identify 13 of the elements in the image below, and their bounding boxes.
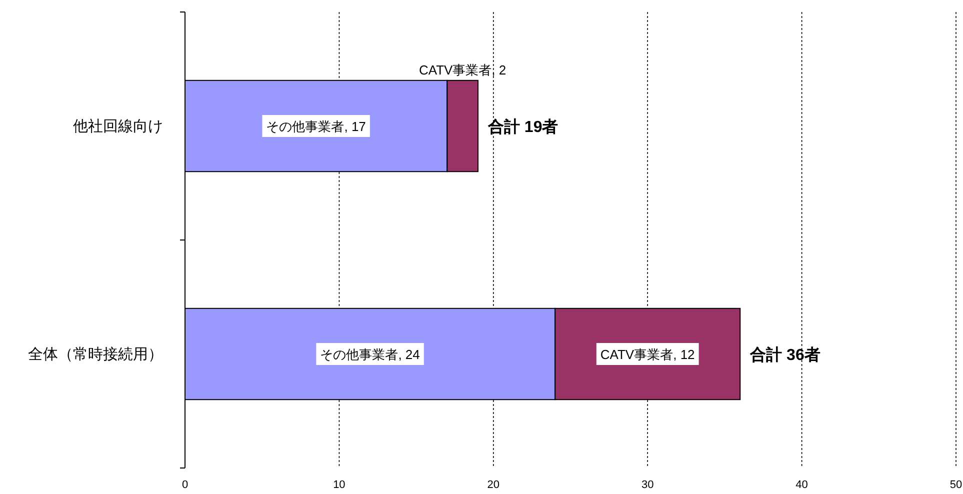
data-label: その他事業者, 17: [266, 119, 366, 134]
data-label: CATV事業者, 12: [600, 347, 695, 362]
total-label: 合計 36者: [749, 346, 820, 364]
y-tick-label: 全体（常時接続用）: [28, 346, 163, 363]
x-tick-label: 10: [333, 479, 346, 491]
data-label: その他事業者, 24: [320, 347, 420, 362]
x-tick-label: 0: [182, 479, 188, 491]
x-tick-label: 20: [487, 479, 500, 491]
total-label: 合計 19者: [486, 118, 558, 136]
y-tick-label: 他社回線向け: [73, 118, 163, 135]
x-tick-label: 30: [641, 479, 654, 491]
x-tick-label: 40: [796, 479, 808, 491]
x-tick-label: 50: [950, 479, 962, 491]
